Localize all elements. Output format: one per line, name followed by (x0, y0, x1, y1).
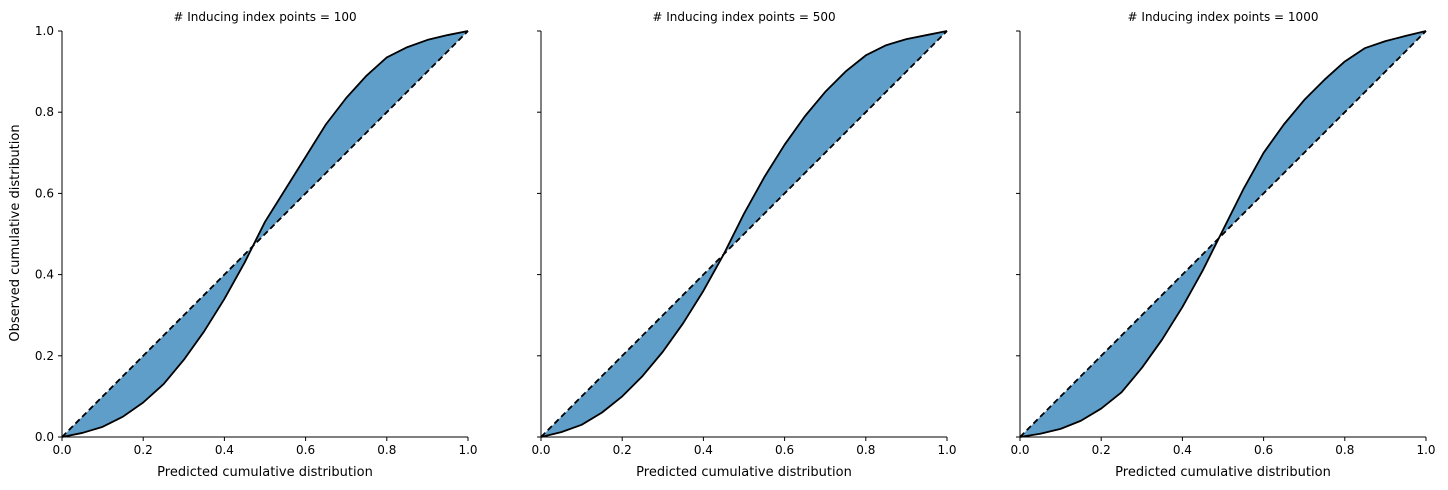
series-line-ideal (540, 30, 948, 438)
x-tick-label: 1.0 (458, 443, 477, 457)
y-tick-label: 0.6 (35, 186, 54, 200)
x-tick-label: 0.2 (613, 443, 632, 457)
series-line-ideal (1019, 30, 1427, 438)
x-tick-label: 1.0 (937, 443, 956, 457)
x-tick-label: 0.6 (775, 443, 794, 457)
x-tick-label: 0.2 (134, 443, 153, 457)
x-tick-label: 1.0 (1416, 443, 1435, 457)
series-line-ideal (61, 30, 469, 438)
x-tick-label: 0.0 (1010, 443, 1029, 457)
y-tick-label: 0.4 (35, 268, 54, 282)
chart-panel-3: 0.0 0.2 0.4 0.6 0.8 1.0 # Inducing index point… (1010, 10, 1435, 480)
x-tick-label: 0.4 (1173, 443, 1192, 457)
x-tick-label: 0.4 (694, 443, 713, 457)
y-tick-label: 0.2 (35, 349, 54, 363)
chart-title: # Inducing index points = 1000 (1128, 10, 1319, 24)
x-tick-label: 0.6 (1254, 443, 1273, 457)
x-tick-label: 0.0 (52, 443, 71, 457)
chart-panel-2: 0.0 0.2 0.4 0.6 0.8 1.0 # Inducing index point… (531, 10, 956, 480)
y-tick-label: 0.0 (35, 430, 54, 444)
x-tick-label: 0.8 (1335, 443, 1354, 457)
y-tick-label: 1.0 (35, 24, 54, 38)
x-axis-label: Predicted cumulative distribution (1115, 465, 1331, 480)
x-axis-label: Predicted cumulative distribution (157, 465, 373, 480)
x-tick-label: 0.6 (296, 443, 315, 457)
y-tick-label: 0.8 (35, 105, 54, 119)
x-tick-label: 0.4 (215, 443, 234, 457)
x-tick-label: 0.0 (531, 443, 550, 457)
series-line-observed (540, 30, 948, 438)
x-tick-label: 0.2 (1092, 443, 1111, 457)
x-tick-label: 0.8 (377, 443, 396, 457)
chart-title: # Inducing index points = 500 (652, 10, 835, 24)
chart-title: # Inducing index points = 100 (173, 10, 356, 24)
x-tick-label: 0.8 (856, 443, 875, 457)
chart-panel-1: 0.0 0.2 0.4 0.6 0.8 1.0 0.0 0.2 0.4 0.6 0.8 1.0 # In… (35, 10, 478, 480)
series-line-observed (1019, 30, 1427, 438)
x-axis-label: Predicted cumulative distribution (636, 465, 852, 480)
y-axis-label: Observed cumulative distribution (8, 124, 23, 341)
series-line-observed (61, 30, 469, 438)
